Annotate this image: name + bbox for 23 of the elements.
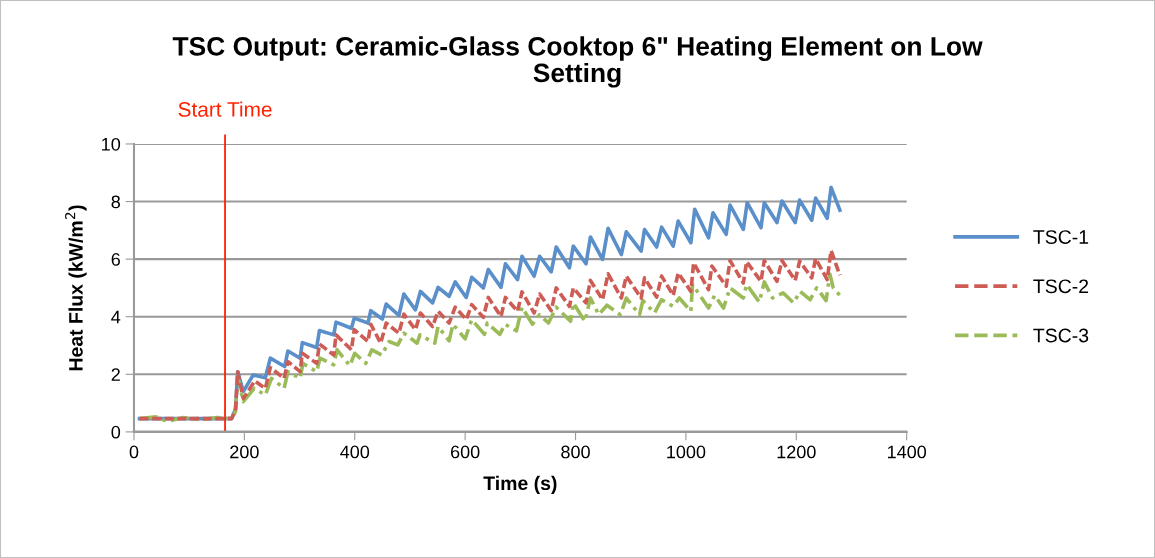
legend-label: TSC-1 [1033, 230, 1089, 244]
x-tick-label: 600 [450, 445, 480, 459]
x-tick-label: 1200 [777, 445, 816, 459]
x-tick-label: 400 [340, 445, 370, 459]
y-tick-label: 0 [111, 425, 121, 439]
y-tick-label: 6 [111, 253, 120, 266]
chart-title: TSC Output: Ceramic-Glass Cooktop 6" Heating Element on Low Setting [172, 36, 983, 88]
line-series [137, 185, 842, 421]
x-tick-label: 1400 [887, 445, 927, 459]
y-tick-label: 4 [111, 310, 121, 324]
y-tick-label: 8 [111, 195, 120, 209]
x-tick-label: 800 [561, 445, 590, 459]
x-tick-label: 200 [230, 445, 259, 459]
x-tick-label: 1000 [667, 445, 706, 459]
ref-line-label: Start Time [178, 101, 272, 117]
legend-label: TSC-3 [1033, 328, 1089, 343]
legend-label: TSC-2 [1033, 279, 1089, 294]
x-axis-title: Time (s) [483, 475, 557, 494]
y-tick-label: 10 [102, 137, 121, 151]
y-axis-title: Heat Flux (kW/m$^{2}$) [65, 205, 87, 371]
x-tick-label: 0 [129, 445, 139, 459]
line-series [137, 248, 842, 421]
y-tick-label: 2 [111, 368, 120, 381]
